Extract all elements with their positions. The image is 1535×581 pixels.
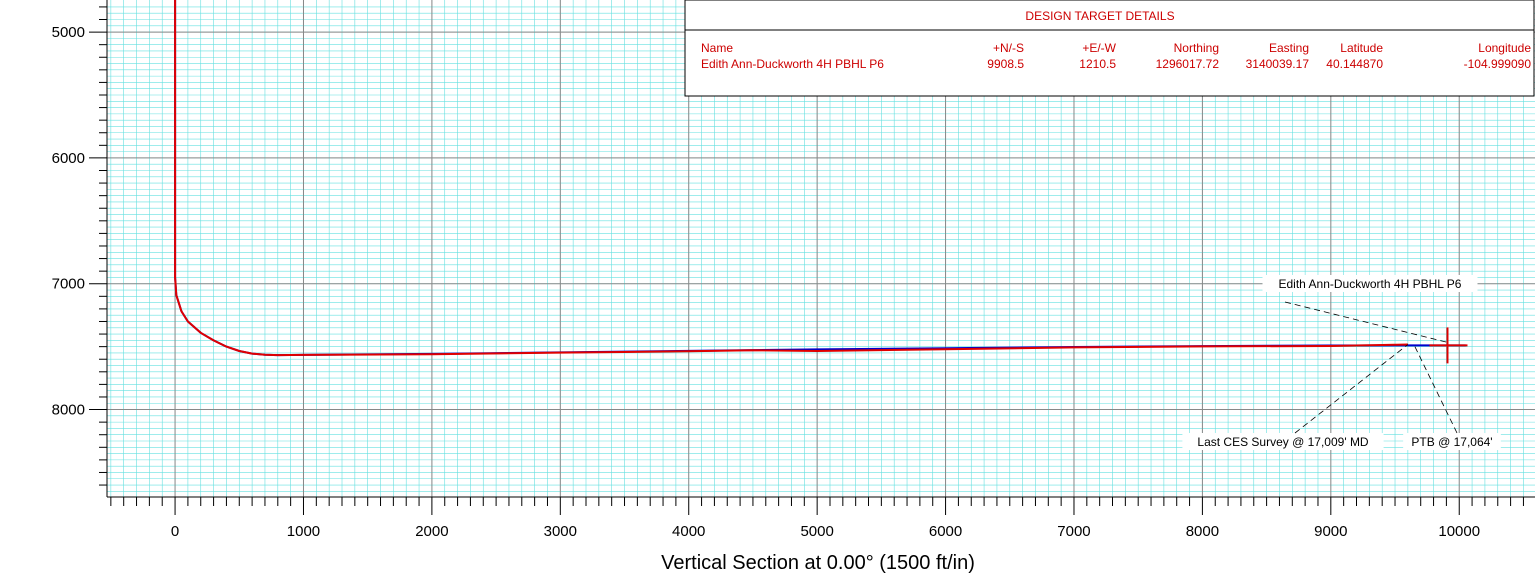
table-header-cell: Easting — [1269, 41, 1309, 55]
y-tick-label: 5000 — [52, 24, 85, 41]
table-cell: 3140039.17 — [1246, 57, 1310, 71]
annotation-leader-line — [1284, 301, 1448, 343]
table-header-cell: Name — [701, 41, 733, 55]
x-tick-label: 1000 — [287, 523, 320, 540]
x-tick-label: 9000 — [1314, 523, 1347, 540]
actual-survey-line — [174, 0, 1408, 357]
annotation-label: Last CES Survey @ 17,009' MD — [1197, 435, 1369, 449]
table-header-cell: +E/-W — [1082, 41, 1116, 55]
x-tick-label: 5000 — [800, 523, 833, 540]
x-tick-label: 6000 — [929, 523, 962, 540]
x-tick-label: 0 — [171, 523, 179, 540]
x-tick-label: 3000 — [544, 523, 577, 540]
table-cell: 9908.5 — [987, 57, 1024, 71]
x-tick-label: 4000 — [672, 523, 705, 540]
annotations-layer: Edith Ann-Duckworth 4H PBHL P6 Last CES S… — [1182, 275, 1501, 450]
table-header-cell: Longitude — [1478, 41, 1531, 55]
annotation-label-bg — [1262, 275, 1478, 292]
annotation-label-bg — [1182, 433, 1384, 450]
axes: 5000 6000 7000 8000 0 1000 2000 3000 4000 5000 600… — [52, 0, 1535, 540]
table-header-cell: Latitude — [1340, 41, 1383, 55]
x-tick-label: 10000 — [1438, 523, 1480, 540]
y-tick-label: 7000 — [52, 276, 85, 293]
annotation-leader-line — [1294, 344, 1409, 434]
y-tick-label: 8000 — [52, 402, 85, 419]
table-header-cell: Northing — [1174, 41, 1219, 55]
table-cell: -104.999090 — [1464, 57, 1532, 71]
design-target-table: DESIGN TARGET DETAILS Name +N/-S +E/-W North… — [684, 0, 1535, 97]
x-tick-label: 2000 — [415, 523, 448, 540]
table-header-cell: +N/-S — [993, 41, 1024, 55]
table-title: DESIGN TARGET DETAILS — [1025, 9, 1174, 23]
table-cell: 1210.5 — [1079, 57, 1116, 71]
x-axis-title: Vertical Section at 0.00° (1500 ft/in) — [661, 552, 975, 574]
table-cell: Edith Ann-Duckworth 4H PBHL P6 — [701, 57, 884, 71]
table-frame — [684, 0, 1535, 97]
table-cell: 1296017.72 — [1156, 57, 1220, 71]
x-tick-label: 8000 — [1186, 523, 1219, 540]
major-grid — [107, 0, 1535, 497]
annotation-leader-line — [1413, 345, 1458, 434]
annotation-label-bg — [1403, 433, 1501, 450]
y-tick-label: 6000 — [52, 150, 85, 167]
annotation-label: Edith Ann-Duckworth 4H PBHL P6 — [1279, 277, 1462, 291]
series-layer — [174, 0, 1468, 364]
x-tick-label: 7000 — [1057, 523, 1090, 540]
annotation-label: PTB @ 17,064' — [1411, 435, 1492, 449]
table-cell: 40.144870 — [1326, 57, 1383, 71]
